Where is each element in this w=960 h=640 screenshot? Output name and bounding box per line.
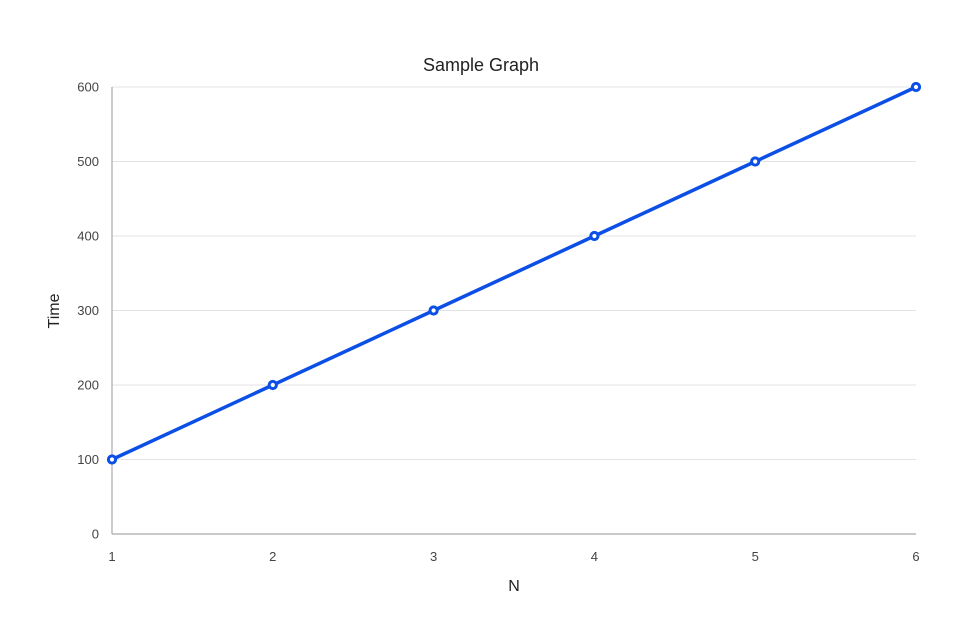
y-tick-label: 100: [77, 452, 99, 467]
y-tick-label: 0: [92, 527, 99, 542]
y-axis-title: Time: [46, 293, 63, 328]
x-tick-label: 2: [269, 549, 276, 564]
data-point: [750, 156, 761, 167]
series-layer: [106, 81, 922, 465]
x-tick-label: 5: [752, 549, 759, 564]
data-point: [910, 81, 922, 93]
x-tick-label: 1: [108, 549, 115, 564]
data-point: [267, 379, 278, 391]
gridlines: [112, 86, 916, 460]
data-point: [106, 454, 118, 465]
x-tick-label: 4: [591, 549, 598, 564]
x-tick-label: 6: [912, 549, 919, 564]
data-point: [589, 230, 600, 242]
data-point: [428, 305, 439, 316]
y-tick-label: 200: [77, 378, 99, 393]
series-line: [110, 85, 918, 462]
y-tick-label: 500: [77, 154, 99, 169]
x-tick-label: 3: [430, 549, 437, 564]
chart-title: Sample Graph: [423, 55, 539, 75]
y-tick-label: 600: [77, 80, 99, 95]
tick-labels: 0 100 200 300 400 500 600 1 2 3 4 5 6: [77, 80, 919, 565]
y-tick-label: 400: [77, 229, 99, 244]
y-tick-label: 300: [77, 303, 99, 318]
x-axis-title: N: [508, 578, 520, 595]
